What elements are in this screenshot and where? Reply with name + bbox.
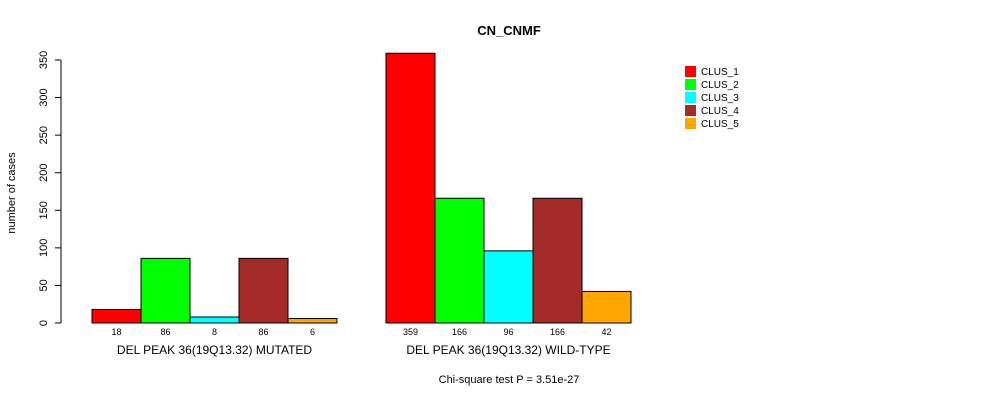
y-tick-label: 300 (38, 88, 50, 106)
bar (483, 250, 534, 324)
bar (385, 52, 436, 324)
bar-groups: 18 86 8 86 6 DEL PEAK 36(19Q13.32) MUTATED 359… (91, 52, 632, 357)
legend-label: CLUS_3 (701, 93, 739, 104)
bar-value-label: 6 (310, 327, 315, 337)
bar-value-label: 8 (212, 327, 217, 337)
bar (189, 316, 240, 324)
y-axis-label: number of cases (6, 152, 18, 234)
bar-value-label: 96 (503, 327, 513, 337)
legend-swatch (685, 92, 696, 103)
y-tick-label: 250 (38, 126, 50, 144)
y-axis: 0 50 100 150 200 250 300 350 (38, 51, 62, 326)
legend-label: CLUS_4 (701, 106, 739, 117)
legend-label: CLUS_5 (701, 119, 739, 130)
bar (287, 317, 338, 324)
legend-label: CLUS_2 (701, 80, 739, 91)
bar (140, 257, 191, 324)
bar (434, 197, 485, 324)
group-label: DEL PEAK 36(19Q13.32) MUTATED (117, 343, 313, 357)
chart-title: CN_CNMF (477, 23, 541, 38)
bar (91, 308, 142, 324)
chi-square-footnote: Chi-square test P = 3.51e-27 (439, 374, 580, 386)
legend-swatch (685, 105, 696, 116)
bar-value-label: 166 (550, 327, 565, 337)
y-tick-label: 0 (38, 320, 50, 326)
legend: CLUS_1 CLUS_2 CLUS_3 CLUS_4 CLUS_5 (685, 66, 739, 130)
y-tick-label: 350 (38, 51, 50, 69)
legend-swatch (685, 66, 696, 77)
bar (581, 290, 632, 324)
bar (532, 197, 583, 324)
bar-value-label: 359 (403, 327, 418, 337)
bar (238, 257, 289, 324)
group-label: DEL PEAK 36(19Q13.32) WILD-TYPE (406, 343, 610, 357)
bar-value-label: 166 (452, 327, 467, 337)
y-tick-label: 200 (38, 164, 50, 182)
legend-label: CLUS_1 (701, 67, 739, 78)
y-tick-label: 100 (38, 239, 50, 257)
legend-swatch (685, 79, 696, 90)
legend-swatch (685, 118, 696, 129)
y-tick-label: 150 (38, 201, 50, 219)
y-tick-label: 50 (38, 279, 50, 291)
bar-value-label: 42 (601, 327, 611, 337)
bar-value-label: 86 (160, 327, 170, 337)
bar-value-label: 86 (258, 327, 268, 337)
bar-value-label: 18 (111, 327, 121, 337)
